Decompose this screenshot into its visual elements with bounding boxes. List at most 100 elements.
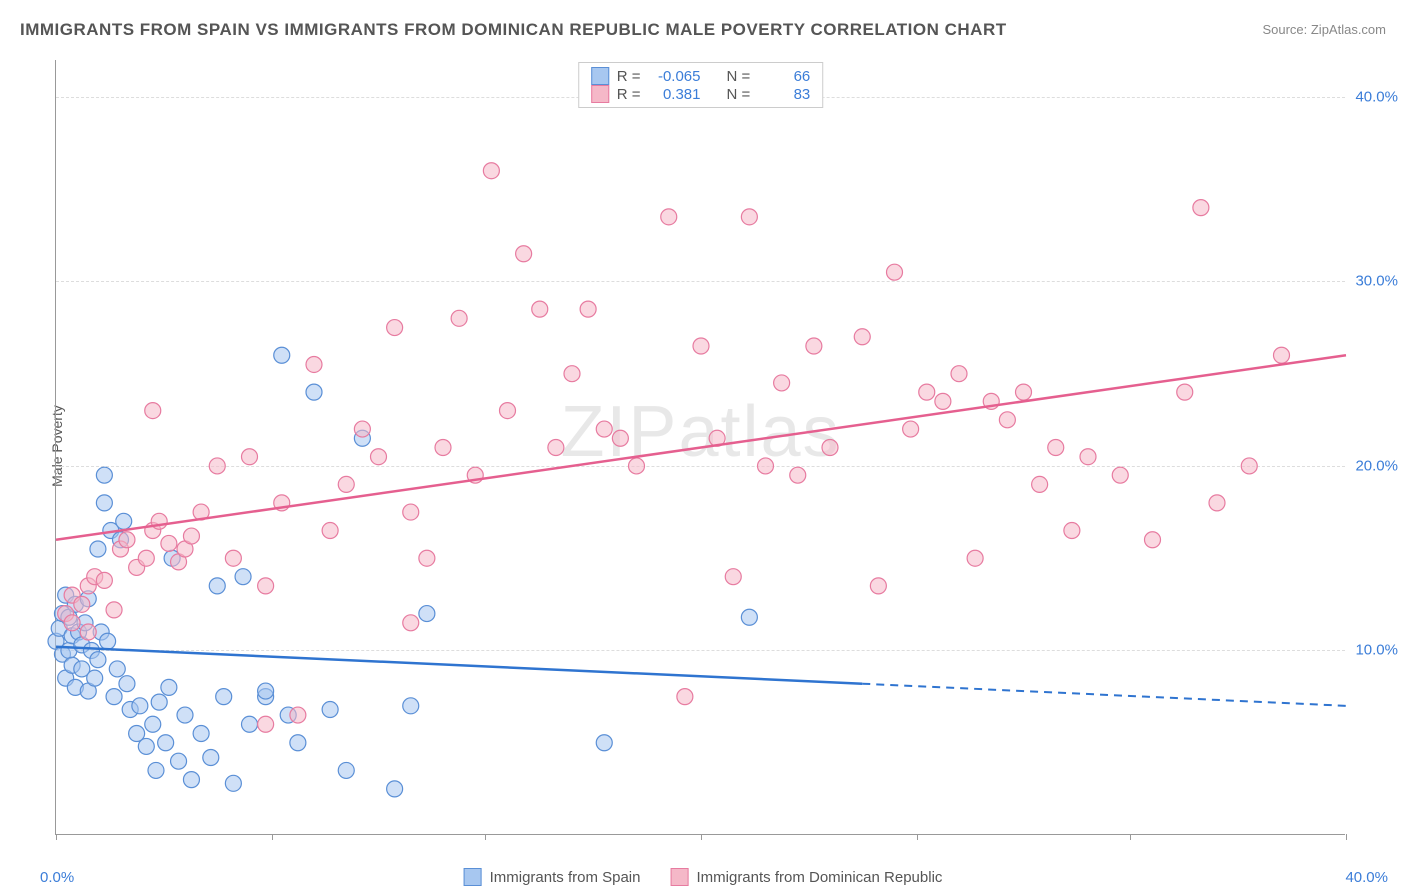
data-point-spain <box>138 738 154 754</box>
legend-label-dominican: Immigrants from Dominican Republic <box>696 869 942 886</box>
data-point-spain <box>741 609 757 625</box>
data-point-spain <box>116 513 132 529</box>
data-point-spain <box>403 698 419 714</box>
data-point-spain <box>183 772 199 788</box>
data-point-spain <box>171 753 187 769</box>
y-tick-label: 10.0% <box>1355 642 1398 659</box>
data-point-spain <box>90 652 106 668</box>
data-point-dominican <box>500 403 516 419</box>
data-point-dominican <box>306 356 322 372</box>
data-point-spain <box>242 716 258 732</box>
data-point-spain <box>151 694 167 710</box>
data-point-spain <box>119 676 135 692</box>
data-point-dominican <box>64 615 80 631</box>
data-point-spain <box>290 735 306 751</box>
data-point-spain <box>306 384 322 400</box>
data-point-spain <box>158 735 174 751</box>
data-point-dominican <box>338 476 354 492</box>
data-point-dominican <box>483 163 499 179</box>
data-point-dominican <box>596 421 612 437</box>
data-point-spain <box>90 541 106 557</box>
data-point-dominican <box>119 532 135 548</box>
data-point-dominican <box>854 329 870 345</box>
data-point-spain <box>106 689 122 705</box>
data-point-dominican <box>106 602 122 618</box>
data-point-dominican <box>870 578 886 594</box>
data-point-dominican <box>951 366 967 382</box>
data-point-dominican <box>419 550 435 566</box>
source-prefix: Source: <box>1262 22 1310 37</box>
data-point-dominican <box>80 624 96 640</box>
y-tick-label: 30.0% <box>1355 273 1398 290</box>
data-point-dominican <box>387 320 403 336</box>
y-tick-label: 20.0% <box>1355 457 1398 474</box>
x-tick-min: 0.0% <box>40 869 74 886</box>
data-point-dominican <box>1209 495 1225 511</box>
data-point-dominican <box>516 246 532 262</box>
data-point-spain <box>148 762 164 778</box>
data-point-dominican <box>612 430 628 446</box>
data-point-dominican <box>887 264 903 280</box>
x-tick-max: 40.0% <box>1345 869 1388 886</box>
data-point-dominican <box>661 209 677 225</box>
chart-title: IMMIGRANTS FROM SPAIN VS IMMIGRANTS FROM… <box>20 20 1007 40</box>
data-point-spain <box>235 569 251 585</box>
data-point-spain <box>322 702 338 718</box>
data-point-dominican <box>1080 449 1096 465</box>
data-point-dominican <box>258 716 274 732</box>
data-point-dominican <box>532 301 548 317</box>
legend-item-spain: Immigrants from Spain <box>464 868 641 886</box>
data-point-spain <box>387 781 403 797</box>
scatter-svg <box>56 60 1345 834</box>
data-point-dominican <box>548 440 564 456</box>
data-point-spain <box>161 679 177 695</box>
source-link[interactable]: ZipAtlas.com <box>1311 22 1386 37</box>
data-point-dominican <box>225 550 241 566</box>
data-point-dominican <box>96 572 112 588</box>
data-point-dominican <box>629 458 645 474</box>
data-point-dominican <box>693 338 709 354</box>
data-point-dominican <box>725 569 741 585</box>
data-point-dominican <box>677 689 693 705</box>
data-point-dominican <box>322 523 338 539</box>
data-point-spain <box>209 578 225 594</box>
data-point-spain <box>193 726 209 742</box>
trend-line-dominican <box>56 355 1346 540</box>
data-point-dominican <box>1064 523 1080 539</box>
data-point-dominican <box>1193 200 1209 216</box>
data-point-dominican <box>371 449 387 465</box>
data-point-dominican <box>138 550 154 566</box>
data-point-dominican <box>161 535 177 551</box>
data-point-dominican <box>1145 532 1161 548</box>
data-point-dominican <box>919 384 935 400</box>
data-point-spain <box>258 683 274 699</box>
legend-item-dominican: Immigrants from Dominican Republic <box>670 868 942 886</box>
data-point-dominican <box>403 504 419 520</box>
data-point-dominican <box>354 421 370 437</box>
data-point-dominican <box>435 440 451 456</box>
plot-area: ZIPatlas R = -0.065 N = 66 R = 0.381 N = <box>55 60 1345 835</box>
data-point-spain <box>274 347 290 363</box>
data-point-dominican <box>564 366 580 382</box>
data-point-dominican <box>999 412 1015 428</box>
data-point-dominican <box>741 209 757 225</box>
data-point-dominican <box>1048 440 1064 456</box>
data-point-dominican <box>242 449 258 465</box>
data-point-dominican <box>790 467 806 483</box>
data-point-dominican <box>806 338 822 354</box>
data-point-spain <box>225 775 241 791</box>
data-point-dominican <box>580 301 596 317</box>
data-point-spain <box>145 716 161 732</box>
data-point-dominican <box>758 458 774 474</box>
source-attribution: Source: ZipAtlas.com <box>1262 22 1386 37</box>
data-point-dominican <box>290 707 306 723</box>
data-point-spain <box>203 750 219 766</box>
data-point-dominican <box>1274 347 1290 363</box>
data-point-dominican <box>451 310 467 326</box>
data-point-spain <box>216 689 232 705</box>
data-point-spain <box>596 735 612 751</box>
data-point-dominican <box>1241 458 1257 474</box>
swatch-spain <box>464 868 482 886</box>
data-point-dominican <box>74 596 90 612</box>
data-point-spain <box>87 670 103 686</box>
